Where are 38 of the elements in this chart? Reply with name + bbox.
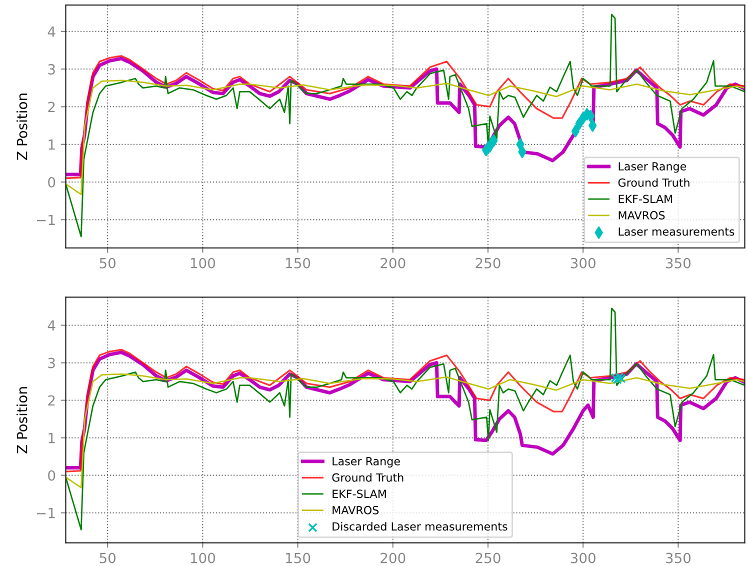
x-tick-label: 300 (570, 552, 596, 564)
y-tick-label: 3 (48, 64, 55, 75)
y-tick-label: 1 (48, 140, 55, 150)
legend-label: EKF-SLAM (618, 194, 672, 204)
x-tick-label: 50 (100, 258, 116, 268)
x-tick-label: 150 (286, 552, 310, 564)
y-tick-label: 0 (48, 176, 56, 188)
y-axis-title: Z Position (16, 94, 28, 160)
x-tick-label: 100 (190, 258, 216, 268)
x-tick-label: 300 (570, 258, 596, 268)
legend-label: MAVROS (618, 211, 665, 220)
y-tick-label: 4 (48, 320, 56, 331)
y-tick-label: −1 (37, 214, 55, 225)
x-tick-label: 100 (190, 552, 216, 564)
x-tick-label: 350 (666, 552, 691, 564)
y-tick-label: 4 (48, 26, 56, 37)
legend-label: EKF-SLAM (332, 490, 386, 498)
x-tick-label: 150 (286, 258, 310, 268)
x-tick-label: 200 (380, 552, 406, 564)
y-tick-label: 3 (48, 358, 55, 368)
y-tick-label: 2 (48, 102, 55, 112)
x-tick-label: 350 (666, 258, 691, 268)
y-tick-label: 1 (48, 432, 55, 444)
legend-label: Laser Range (332, 457, 400, 468)
x-tick-label: 200 (380, 258, 406, 268)
x-tick-label: 250 (476, 552, 500, 564)
legend-label: Laser measurements (618, 227, 734, 236)
y-tick-label: 2 (48, 395, 55, 406)
legend-label: MAVROS (332, 506, 379, 514)
y-tick-label: −1 (37, 508, 55, 518)
x-tick-label: 50 (100, 552, 116, 564)
legend-label: Ground Truth (618, 178, 690, 187)
legend-label: Discarded Laser measurements (332, 522, 508, 531)
x-tick-label: 250 (476, 258, 500, 268)
y-tick-label: 0 (48, 470, 56, 481)
legend-label: Laser Range (618, 162, 686, 173)
y-axis-title: Z Position (16, 387, 28, 454)
legend-label: Ground Truth (332, 473, 404, 482)
